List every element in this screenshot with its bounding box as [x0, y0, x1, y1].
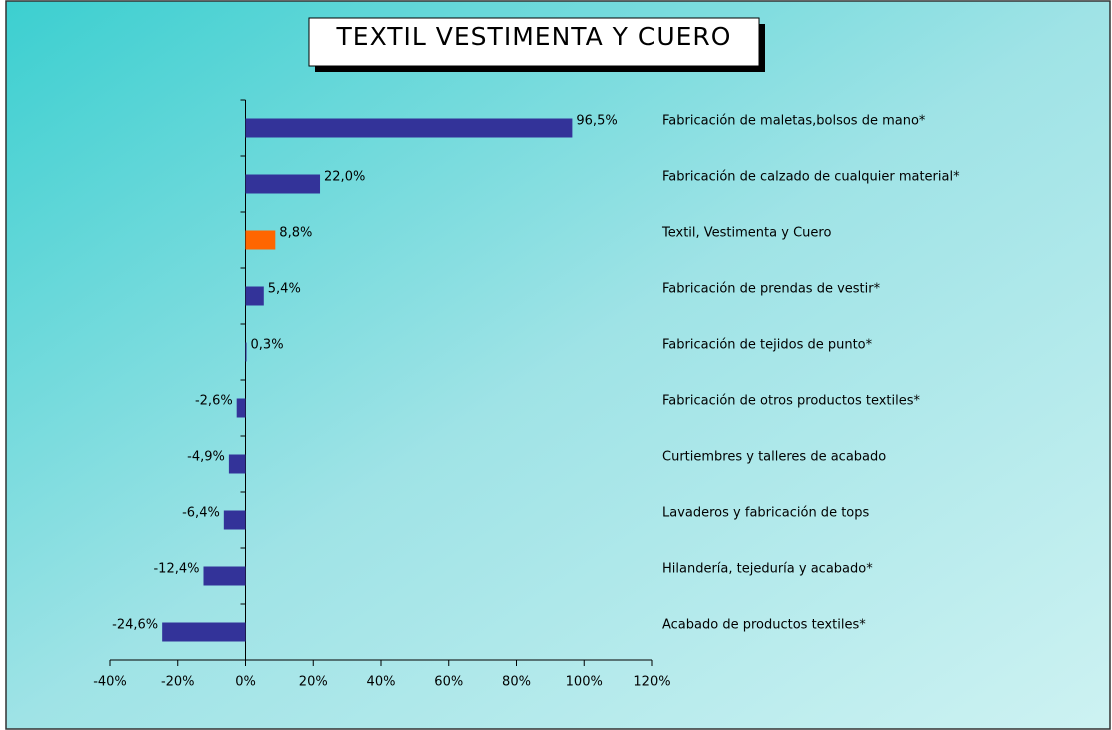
chart-title: TEXTIL VESTIMENTA Y CUERO: [336, 22, 732, 51]
category-label: Fabricación de prendas de vestir*: [662, 282, 881, 297]
bar: [203, 566, 246, 586]
bar: [245, 174, 321, 194]
x-tick-label: 60%: [434, 675, 463, 690]
x-tick-label: -40%: [93, 675, 127, 690]
x-tick-label: 40%: [367, 675, 396, 690]
value-label: 22,0%: [324, 170, 365, 185]
title-box: [308, 17, 760, 67]
x-tick-label: 80%: [502, 675, 531, 690]
plot-frame: [5, 0, 1111, 730]
x-tick-label: 100%: [566, 675, 603, 690]
category-label: Fabricación de tejidos de punto*: [662, 338, 873, 353]
category-label: Curtiembres y talleres de acabado: [662, 450, 886, 465]
x-tick-label: -20%: [161, 675, 195, 690]
value-label: 96,5%: [576, 114, 617, 129]
x-tick-label: 0%: [235, 675, 256, 690]
bar: [236, 398, 246, 418]
category-label: Acabado de productos textiles*: [662, 618, 866, 633]
category-label: Fabricación de calzado de cualquier mate…: [662, 170, 960, 185]
value-label: -12,4%: [153, 562, 199, 577]
bar: [223, 510, 246, 530]
value-label: -2,6%: [195, 394, 233, 409]
bar: [245, 342, 247, 362]
category-label: Textil, Vestimenta y Cuero: [661, 226, 831, 241]
value-label: 5,4%: [268, 282, 301, 297]
bar: [162, 622, 246, 642]
value-label: 8,8%: [279, 226, 312, 241]
bar: [228, 454, 246, 474]
category-label: Hilandería, tejeduría y acabado*: [662, 562, 873, 577]
value-label: -24,6%: [112, 618, 158, 633]
value-label: -6,4%: [182, 506, 220, 521]
value-label: -4,9%: [187, 450, 225, 465]
category-label: Fabricación de otros productos textiles*: [662, 394, 921, 409]
bar: [245, 118, 573, 138]
bar: [245, 286, 264, 306]
x-tick-label: 120%: [633, 675, 670, 690]
x-tick-label: 20%: [299, 675, 328, 690]
bar: [245, 230, 276, 250]
category-label: Lavaderos y fabricación de tops: [662, 506, 869, 521]
value-label: 0,3%: [251, 338, 284, 353]
category-label: Fabricación de maletas,bolsos de mano*: [662, 114, 926, 129]
